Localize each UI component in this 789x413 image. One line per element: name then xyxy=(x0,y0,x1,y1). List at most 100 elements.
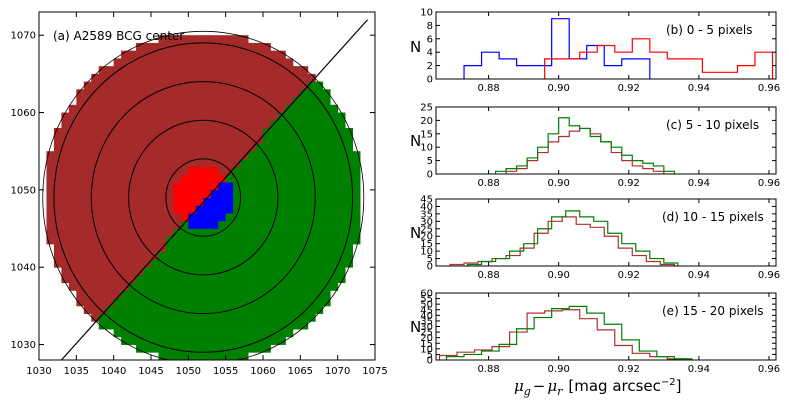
a-pixel xyxy=(218,220,227,229)
a-pixel xyxy=(136,73,144,82)
a-pixel xyxy=(270,97,279,106)
a-pixel xyxy=(277,313,286,322)
a-pixel xyxy=(195,112,204,121)
a-pixel xyxy=(158,282,167,291)
a-pixel xyxy=(143,135,152,144)
a-pixel xyxy=(218,298,227,307)
a-pixel xyxy=(121,166,129,175)
a-pixel xyxy=(151,282,159,291)
a-pixel xyxy=(151,267,159,276)
b-series xyxy=(463,18,774,79)
a-pixel xyxy=(203,112,212,121)
ytick-label: 40 xyxy=(420,311,433,322)
a-ticks: 1030 1035 1040 1045 1050 1055 1060 1065 1070 1075… xyxy=(11,12,388,377)
a-pixel xyxy=(195,104,204,113)
a-pixel xyxy=(121,182,129,191)
a-pixel xyxy=(165,267,174,276)
a-pixel xyxy=(210,128,219,137)
a-pixel xyxy=(263,305,271,314)
a-pixel xyxy=(225,73,234,82)
a-pixel xyxy=(91,104,100,113)
a-pixel xyxy=(330,166,339,175)
a-pixel xyxy=(195,205,204,214)
a-pixel xyxy=(233,244,241,253)
a-pixel xyxy=(270,81,279,90)
a-pixel xyxy=(240,174,249,183)
a-pixel xyxy=(113,166,122,175)
a-pixel xyxy=(121,267,129,276)
a-pixel xyxy=(113,97,122,106)
a-pixel xyxy=(210,158,219,168)
a-regions xyxy=(46,35,361,360)
a-pixel xyxy=(277,189,286,198)
a-pixel xyxy=(180,58,189,67)
a-pixel xyxy=(173,35,182,44)
a-pixel xyxy=(240,42,249,52)
a-pixel xyxy=(233,298,241,307)
a-pixel xyxy=(98,213,107,222)
a-xtick-label: 1045 xyxy=(138,366,163,377)
a-pixel xyxy=(203,50,212,59)
a-pixel xyxy=(330,143,339,152)
a-pixel xyxy=(76,251,85,260)
a-pixel xyxy=(180,290,189,299)
ytick-label: 0 xyxy=(427,262,433,273)
a-pixel xyxy=(270,220,279,229)
a-pixel xyxy=(255,128,264,137)
ytick-label: 45 xyxy=(420,305,433,316)
a-ytick-label: 1060 xyxy=(11,108,36,119)
a-pixel xyxy=(106,213,115,222)
a-pixel xyxy=(300,104,309,113)
a-pixel xyxy=(83,251,92,260)
a-pixel xyxy=(277,81,286,90)
a-pixel xyxy=(300,73,309,82)
a-pixel xyxy=(61,274,70,284)
a-pixel xyxy=(68,228,77,237)
a-pixel xyxy=(322,220,331,229)
a-pixel xyxy=(270,205,279,214)
a-pixel xyxy=(277,251,286,260)
a-pixel xyxy=(203,189,212,198)
a-pixel xyxy=(91,313,100,322)
a-pixel xyxy=(91,290,100,299)
a-pixel xyxy=(285,89,294,98)
a-pixel xyxy=(225,112,234,121)
a-pixel xyxy=(315,259,324,268)
a-pixel xyxy=(300,81,309,90)
a-pixel xyxy=(240,313,249,322)
a-pixel xyxy=(203,151,212,160)
a-pixel xyxy=(158,143,167,152)
a-pixel xyxy=(121,66,129,75)
a-pixel xyxy=(263,313,271,322)
c-series xyxy=(494,117,675,174)
a-pixel xyxy=(121,158,129,168)
a-pixel xyxy=(173,290,182,299)
a-pixel xyxy=(285,73,294,82)
a-pixel xyxy=(322,97,331,106)
a-pixel xyxy=(337,174,346,183)
a-pixel xyxy=(307,97,316,106)
a-pixel xyxy=(128,228,137,237)
a-pixel xyxy=(277,151,286,160)
a-pixel xyxy=(285,104,294,113)
a-pixel xyxy=(263,112,271,121)
a-pixel xyxy=(136,120,144,129)
a-pixel xyxy=(263,166,271,175)
a-pixel xyxy=(165,58,174,67)
a-pixel xyxy=(188,236,197,245)
a-pixel xyxy=(83,89,92,98)
a-pixel xyxy=(240,305,249,314)
a-pixel xyxy=(76,174,85,183)
a-pixel xyxy=(180,298,189,307)
a-pixel xyxy=(180,166,189,175)
a-pixel xyxy=(128,73,137,82)
a-pixel xyxy=(173,313,182,322)
ytick-label: 5 xyxy=(427,156,433,167)
a-pixel xyxy=(195,89,204,98)
a-pixel xyxy=(113,128,122,137)
a-pixel xyxy=(128,197,137,206)
a-pixel xyxy=(68,282,77,291)
a-pixel xyxy=(210,236,219,245)
a-pixel xyxy=(173,251,182,260)
